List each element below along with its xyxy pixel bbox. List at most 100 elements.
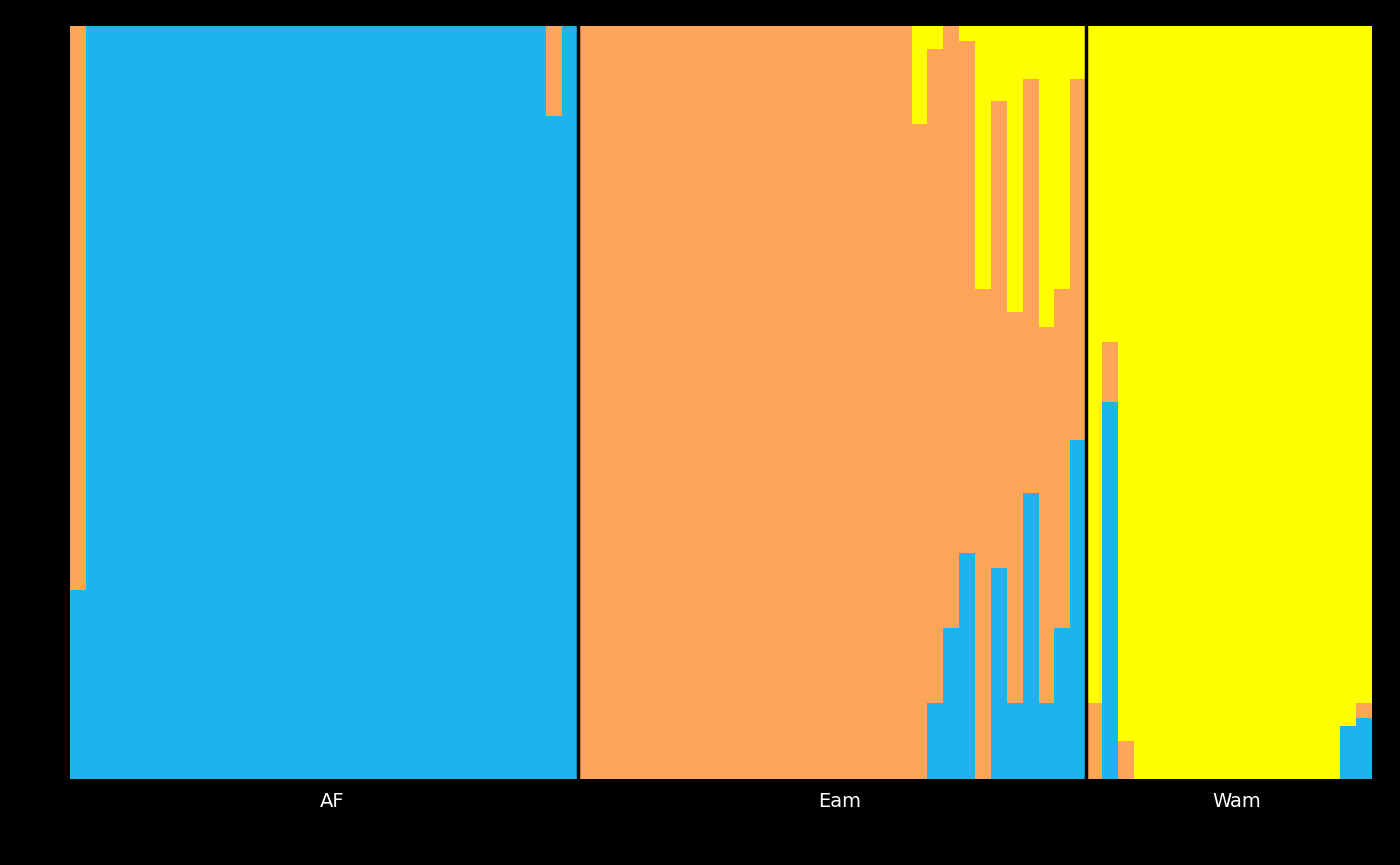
Bar <box>832 26 848 778</box>
Bar <box>308 26 323 778</box>
Bar <box>1357 26 1372 703</box>
Bar <box>1007 26 1022 312</box>
Bar <box>483 26 498 778</box>
Bar <box>1054 628 1071 778</box>
Bar <box>864 26 879 778</box>
Bar <box>1007 312 1022 703</box>
Bar <box>959 41 974 553</box>
Bar <box>801 26 816 778</box>
Bar <box>578 26 594 778</box>
Bar <box>181 26 197 778</box>
Bar <box>1039 327 1054 703</box>
Bar <box>1277 26 1292 778</box>
Bar <box>784 26 801 778</box>
Bar <box>1022 79 1039 492</box>
Bar <box>1357 703 1372 718</box>
Bar <box>959 26 974 41</box>
Bar <box>468 26 483 778</box>
Bar <box>959 553 974 778</box>
Bar <box>133 26 150 778</box>
Bar <box>435 26 451 778</box>
Bar <box>1071 26 1086 79</box>
Bar <box>753 26 769 778</box>
Bar <box>1007 703 1022 779</box>
Bar <box>879 26 896 778</box>
Bar <box>1134 26 1149 778</box>
Bar <box>927 48 944 703</box>
Bar <box>1340 726 1357 779</box>
Bar <box>546 26 563 116</box>
Bar <box>1340 26 1357 726</box>
Bar <box>927 26 944 48</box>
Bar <box>563 26 578 778</box>
Bar <box>260 26 276 778</box>
Bar <box>944 628 959 778</box>
Bar <box>1102 342 1119 402</box>
Bar <box>1292 26 1309 778</box>
Bar <box>1182 26 1197 778</box>
Bar <box>848 26 864 778</box>
Bar <box>1149 26 1166 778</box>
Bar <box>991 101 1007 567</box>
Bar <box>641 26 658 778</box>
Bar <box>118 26 133 778</box>
Bar <box>1022 26 1039 79</box>
Bar <box>1102 402 1119 778</box>
Bar <box>689 26 706 778</box>
Bar <box>85 26 102 778</box>
Bar <box>1214 26 1229 778</box>
Bar <box>102 26 118 778</box>
Bar <box>594 26 610 778</box>
Bar <box>769 26 784 778</box>
Bar <box>1039 26 1054 327</box>
Bar <box>1054 26 1071 289</box>
Bar <box>1229 26 1245 778</box>
Bar <box>927 703 944 779</box>
Bar <box>451 26 468 778</box>
Bar <box>991 26 1007 101</box>
Bar <box>626 26 641 778</box>
Bar <box>340 26 356 778</box>
Bar <box>1166 26 1182 778</box>
Bar <box>1086 26 1102 703</box>
Bar <box>403 26 420 778</box>
Bar <box>1071 439 1086 778</box>
Bar <box>356 26 371 778</box>
Bar <box>673 26 689 778</box>
Bar <box>991 567 1007 778</box>
Bar <box>610 26 626 778</box>
Bar <box>944 26 959 628</box>
Bar <box>1261 26 1277 778</box>
Bar <box>1119 26 1134 740</box>
Bar <box>293 26 308 778</box>
Bar <box>1324 26 1340 778</box>
Bar <box>165 26 181 778</box>
Bar <box>911 26 927 124</box>
Bar <box>70 26 85 590</box>
Bar <box>1357 718 1372 778</box>
Bar <box>1071 79 1086 439</box>
Bar <box>816 26 832 778</box>
Bar <box>371 26 388 778</box>
Bar <box>1309 26 1324 778</box>
Bar <box>974 289 991 778</box>
Bar <box>498 26 515 778</box>
Bar <box>531 26 546 778</box>
Bar <box>1039 703 1054 779</box>
Bar <box>896 26 911 778</box>
Bar <box>1102 26 1119 342</box>
Bar <box>388 26 403 778</box>
Bar <box>721 26 736 778</box>
Bar <box>213 26 228 778</box>
Bar <box>197 26 213 778</box>
Bar <box>1119 740 1134 778</box>
Bar <box>150 26 165 778</box>
Bar <box>736 26 753 778</box>
Bar <box>1054 289 1071 628</box>
Bar <box>1022 492 1039 778</box>
Bar <box>706 26 721 778</box>
Bar <box>1197 26 1214 778</box>
Bar <box>515 26 531 778</box>
Bar <box>420 26 435 778</box>
Bar <box>1245 26 1261 778</box>
